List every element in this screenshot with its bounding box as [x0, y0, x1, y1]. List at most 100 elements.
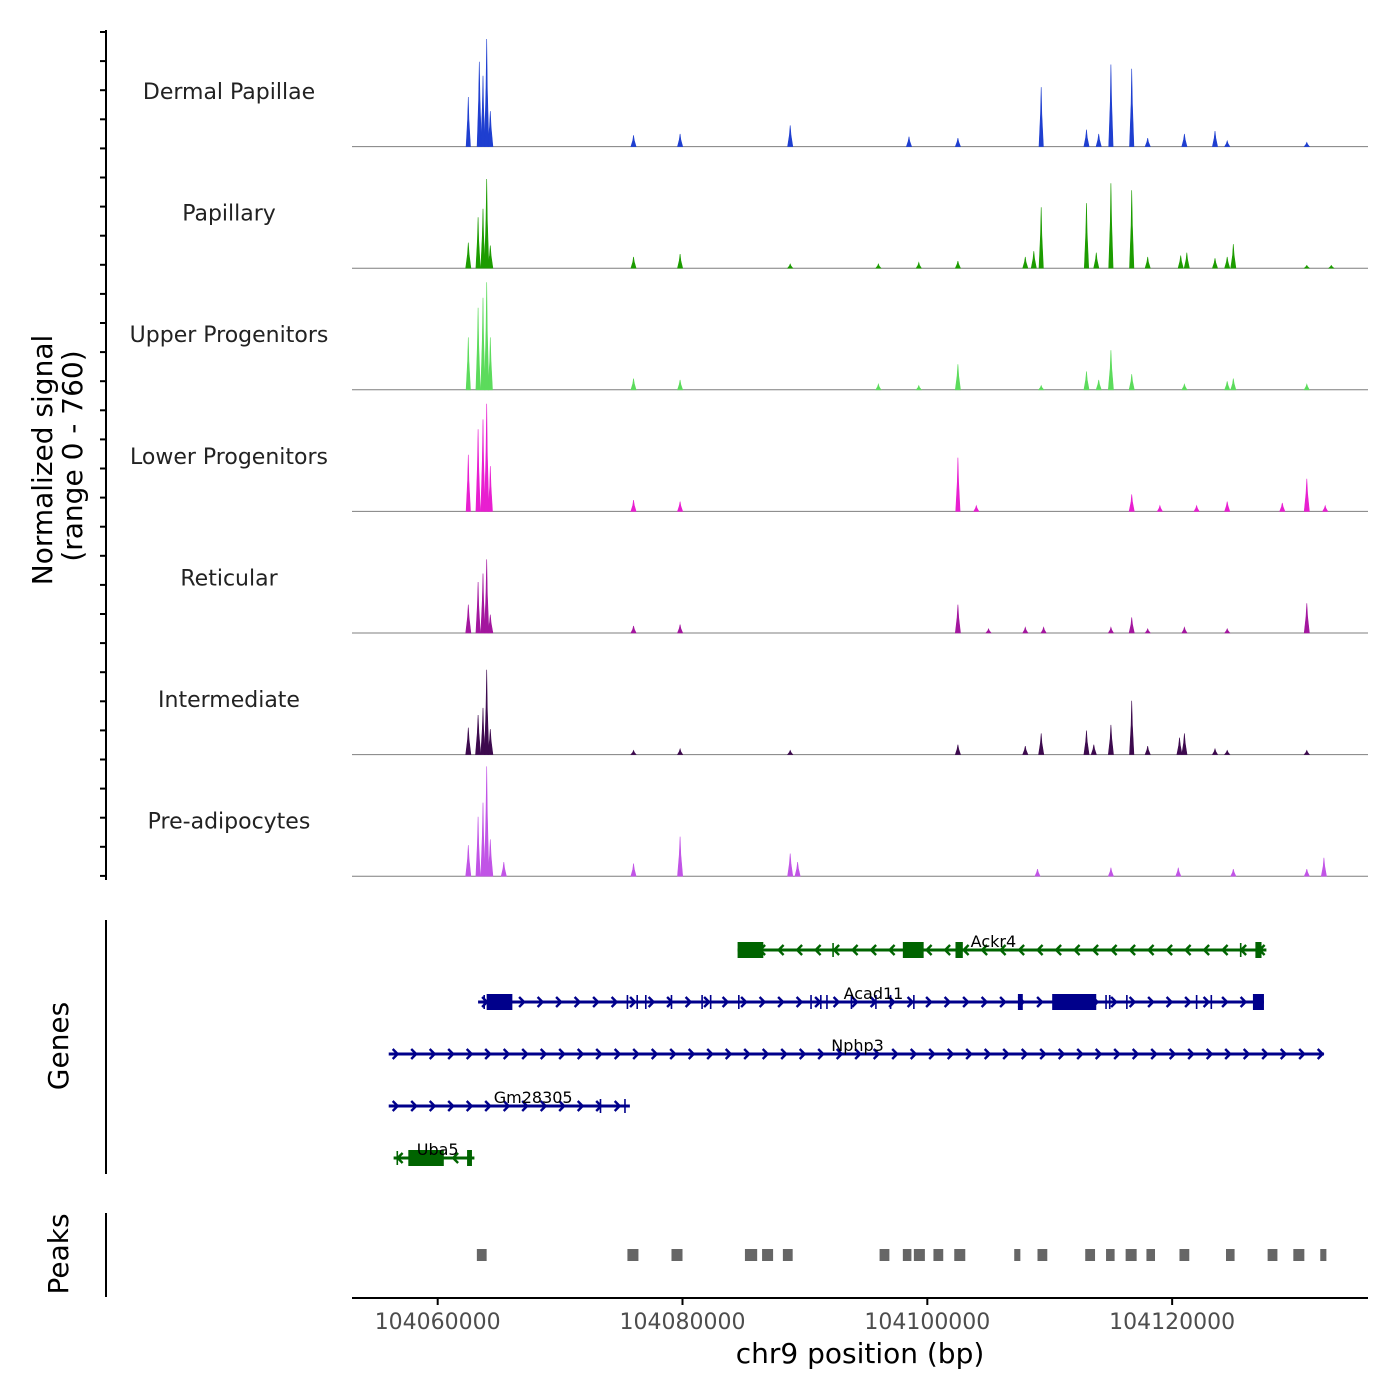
strand-arrow [521, 1048, 529, 1060]
strand-arrow [854, 1048, 862, 1060]
strand-arrow [1110, 996, 1118, 1008]
signal-peak [475, 714, 482, 755]
signal-peak [1230, 378, 1237, 391]
strand-arrow [1150, 1048, 1158, 1060]
signal-peak [676, 747, 684, 755]
signal-peak [1211, 258, 1219, 269]
strand-arrow [687, 1048, 696, 1060]
strand-arrow [1057, 1048, 1066, 1060]
strand-arrow [998, 944, 1007, 956]
signal-peak [630, 378, 637, 391]
peak-track [476, 1249, 1327, 1261]
strand-arrow [1202, 996, 1211, 1008]
strand-arrow [740, 996, 748, 1008]
strand-arrow [1165, 996, 1174, 1008]
signal-peak [487, 466, 493, 512]
peak-region [1014, 1249, 1021, 1261]
strand-arrow [391, 1100, 400, 1112]
signal-peak [1144, 138, 1151, 147]
signal-peak [630, 863, 637, 877]
x-tick-label: 104100000 [864, 1310, 990, 1335]
signal-peak [973, 504, 980, 512]
strand-arrow [1128, 944, 1136, 956]
signal-y-ticks [100, 31, 106, 877]
strand-arrow [999, 996, 1007, 1008]
signal-peak [484, 178, 490, 269]
track-label: Intermediate [158, 688, 300, 713]
signal-peak [1303, 869, 1310, 877]
signal-peak [1128, 617, 1135, 634]
signal-peak [954, 744, 961, 755]
signal-peak [1022, 746, 1029, 755]
strand-arrow [410, 1048, 418, 1060]
strand-arrow [613, 1100, 622, 1112]
signal-peak [1083, 371, 1090, 391]
strand-arrow [891, 1048, 899, 1060]
x-axis-title: chr9 position (bp) [736, 1337, 985, 1370]
strand-arrow [539, 1100, 548, 1112]
gene-annotation-track: Ackr4 Acad11 Nphp3 Gm28305 Uba5 [388, 932, 1325, 1166]
strand-arrow [539, 1048, 548, 1060]
strand-arrow [1261, 1048, 1269, 1060]
signal-peak [1303, 603, 1310, 634]
strand-arrow [1039, 1048, 1047, 1060]
exon [408, 1150, 444, 1166]
strand-arrow [1205, 1048, 1214, 1060]
strand-arrow [684, 996, 693, 1008]
strand-arrow [724, 1048, 733, 1060]
strand-arrow [558, 1048, 566, 1060]
strand-arrow [703, 996, 711, 1008]
signal-peak [1224, 501, 1231, 512]
strand-arrow [555, 996, 563, 1008]
peak-region [933, 1249, 944, 1261]
signal-peak [1107, 867, 1114, 877]
signal-peak [1129, 190, 1135, 269]
strand-arrow [391, 1048, 400, 1060]
strand-arrow [650, 1048, 659, 1060]
signal-peak [1223, 628, 1231, 634]
strand-arrow [961, 944, 970, 956]
signal-peak [475, 307, 481, 391]
signal-peak [1038, 733, 1045, 755]
signal-peak [1093, 252, 1100, 269]
signal-peak [1022, 256, 1029, 269]
signal-peak [1144, 256, 1151, 269]
signal-peak [1144, 746, 1151, 755]
signal-peak [1224, 139, 1231, 147]
strand-arrow [925, 996, 933, 1008]
strand-arrow [1035, 944, 1044, 956]
y-axis-range: (range 0 - 760) [56, 350, 89, 561]
signal-peak [954, 364, 961, 391]
strand-arrow [962, 996, 970, 1008]
strand-arrow [928, 1048, 936, 1060]
strand-arrow [484, 1048, 492, 1060]
signal-peak [1175, 867, 1182, 877]
strand-arrow [647, 996, 656, 1008]
strand-arrow [1202, 944, 1210, 956]
gene-name: Nphp3 [831, 1036, 884, 1055]
signal-peak [465, 845, 472, 877]
signal-peak [954, 261, 961, 269]
signal-peak [915, 261, 922, 269]
strand-arrow [832, 996, 841, 1008]
strand-arrow [706, 1048, 714, 1060]
signal-peak [487, 245, 494, 269]
signal-peak [487, 337, 493, 391]
signal-peak [465, 96, 471, 147]
signal-peak [1095, 379, 1102, 391]
strand-arrow [1298, 1048, 1306, 1060]
signal-peak [787, 853, 794, 877]
signal-peak [1303, 749, 1311, 755]
x-tick-label: 104060000 [375, 1310, 501, 1335]
signal-peak [1181, 733, 1188, 755]
strand-arrow [576, 1100, 585, 1112]
signal-peak [1128, 374, 1135, 391]
peak-region [1085, 1249, 1096, 1261]
strand-arrow [1147, 996, 1155, 1008]
peak-region [1037, 1249, 1048, 1261]
strand-arrow [410, 1100, 418, 1112]
signal-peak [1303, 264, 1311, 269]
signal-peak [484, 38, 490, 147]
signal-peak [630, 749, 637, 755]
